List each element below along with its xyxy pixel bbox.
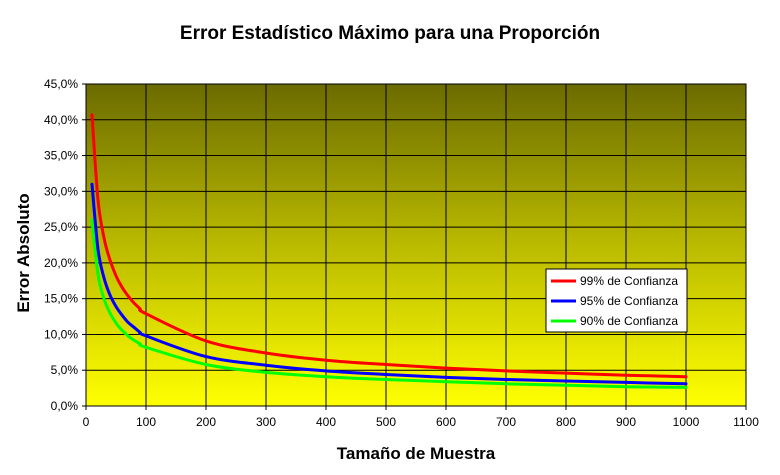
x-tick-label: 600 — [436, 415, 456, 429]
series-lines — [90, 113, 688, 389]
series-line-99 — [90, 113, 688, 379]
x-tick-label: 900 — [616, 415, 636, 429]
legend: 99% de Confianza 95% de Confianza 90% de… — [545, 268, 688, 333]
legend-label-95: 95% de Confianza — [580, 294, 678, 308]
x-tick-label: 0 — [83, 415, 90, 429]
plot-border — [85, 83, 747, 407]
x-tick-label: 500 — [376, 415, 396, 429]
y-tick-label: 10,0% — [44, 327, 78, 341]
x-tick-label: 700 — [496, 415, 516, 429]
legend-label-90: 90% de Confianza — [580, 314, 678, 328]
x-tick-label: 1100 — [733, 415, 759, 429]
y-tick-label: 20,0% — [44, 256, 78, 270]
legend-label-99: 99% de Confianza — [580, 274, 678, 288]
x-tick-label: 300 — [256, 415, 276, 429]
y-tick-label: 15,0% — [44, 292, 78, 306]
series-line-95 — [90, 182, 688, 386]
chart-title: Error Estadístico Máximo para una Propor… — [180, 23, 600, 44]
x-axis-title: Tamaño de Muestra — [337, 444, 496, 463]
x-axis-ticks: 0 100 200 300 400 500 600 700 800 900 1000 1100 — [83, 406, 759, 429]
y-tick-label: 45,0% — [44, 77, 78, 91]
series-line-90 — [90, 218, 688, 389]
y-tick-label: 40,0% — [44, 113, 78, 127]
x-tick-label: 400 — [316, 415, 336, 429]
y-tick-label: 35,0% — [44, 149, 78, 163]
y-tick-label: 30,0% — [44, 184, 78, 198]
x-tick-label: 200 — [196, 415, 216, 429]
x-tick-label: 100 — [136, 415, 156, 429]
y-axis-ticks: 0,0% 5,0% 10,0% 15,0% 20,0% 25,0% 30,0% 35,0% 40… — [44, 77, 86, 413]
y-tick-label: 0,0% — [51, 399, 79, 413]
x-tick-label: 800 — [556, 415, 576, 429]
y-tick-label: 5,0% — [51, 363, 79, 377]
y-axis-title: Error Absoluto — [14, 193, 33, 312]
y-tick-label: 25,0% — [44, 220, 78, 234]
x-tick-label: 1000 — [673, 415, 700, 429]
